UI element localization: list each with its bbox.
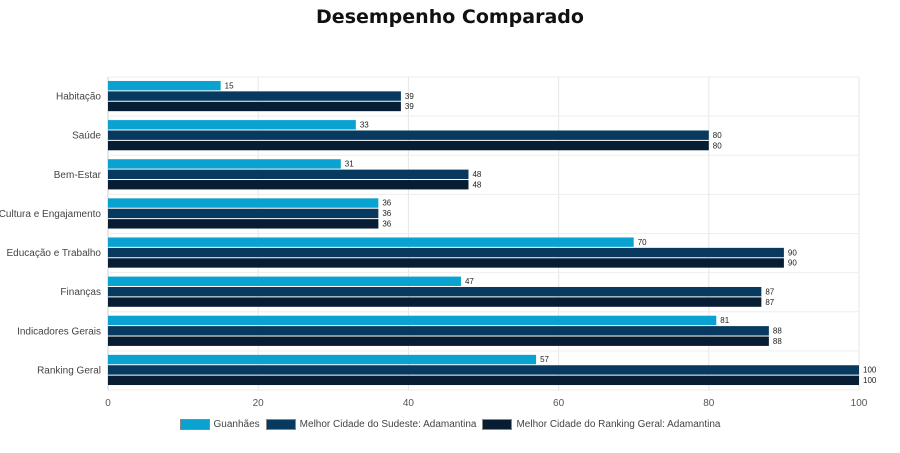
bar xyxy=(108,208,379,219)
x-tick-label-100: 100 xyxy=(851,398,868,409)
bar xyxy=(108,276,461,286)
bar-value-label: 39 xyxy=(405,92,414,101)
category-label: Finanças xyxy=(60,287,101,298)
bar-value-label: 48 xyxy=(472,170,481,179)
bar-value-label: 81 xyxy=(720,316,729,325)
category-label: Habitação xyxy=(56,92,101,103)
bar xyxy=(108,326,769,336)
x-tick-label-0: 0 xyxy=(105,398,111,409)
x-tick-label-40: 40 xyxy=(403,398,415,409)
bar xyxy=(108,297,762,307)
bar-value-label: 90 xyxy=(788,248,797,257)
bar xyxy=(108,258,784,268)
bar-value-label: 31 xyxy=(345,160,354,169)
bar-value-label: 88 xyxy=(773,337,782,346)
legend-swatch-melhor-ranking xyxy=(482,419,513,430)
bar xyxy=(108,140,709,151)
x-tick-label-20: 20 xyxy=(253,398,265,409)
bar xyxy=(108,120,356,130)
bar xyxy=(108,159,341,169)
bar-value-label: 87 xyxy=(765,287,774,296)
category-label: Saúde xyxy=(72,131,101,142)
bar xyxy=(108,247,784,258)
bar xyxy=(108,365,859,375)
bar-value-label: 36 xyxy=(382,199,391,208)
legend-item-melhor-ranking[interactable]: Melhor Cidade do Ranking Geral: Adamanti… xyxy=(482,419,720,430)
legend-swatch-guanhaes xyxy=(179,419,210,430)
x-tick-label-60: 60 xyxy=(553,398,565,409)
legend-item-guanhaes[interactable]: Guanhães xyxy=(179,419,260,430)
chart-title: Desempenho Comparado xyxy=(316,6,584,28)
category-label: Ranking Geral xyxy=(37,365,101,376)
bar xyxy=(108,101,401,112)
bar-value-label: 39 xyxy=(405,102,414,111)
category-label: Indicadores Gerais xyxy=(17,326,101,337)
bar xyxy=(108,219,379,229)
bar xyxy=(108,198,379,208)
bar xyxy=(108,91,401,101)
category-label: Educação e Trabalho xyxy=(6,248,101,259)
bar-value-label: 15 xyxy=(225,81,234,90)
bar xyxy=(108,354,537,365)
bar-value-label: 100 xyxy=(863,376,877,385)
legend: Guanhães Melhor Cidade do Sudeste: Adama… xyxy=(0,419,900,430)
bar-value-label: 48 xyxy=(472,180,481,189)
bar-value-label: 33 xyxy=(360,120,369,129)
bar-value-label: 100 xyxy=(863,366,877,375)
bar-value-label: 88 xyxy=(773,327,782,336)
bar xyxy=(108,180,469,190)
legend-label-guanhaes: Guanhães xyxy=(213,419,260,430)
bar-value-label: 80 xyxy=(713,131,722,140)
bar xyxy=(108,130,709,140)
bar xyxy=(108,375,859,386)
bar xyxy=(108,336,769,346)
x-tick-label-80: 80 xyxy=(703,398,715,409)
bar-value-label: 47 xyxy=(465,277,474,286)
bar-value-label: 36 xyxy=(382,209,391,218)
bar-value-label: 90 xyxy=(788,259,797,268)
bar xyxy=(108,315,717,326)
legend-item-melhor-sudeste[interactable]: Melhor Cidade do Sudeste: Adamantina xyxy=(265,419,477,430)
legend-label-melhor-sudeste: Melhor Cidade do Sudeste: Adamantina xyxy=(299,419,477,430)
category-label: Cultura e Engajamento xyxy=(0,209,101,220)
bar xyxy=(108,286,762,297)
bar xyxy=(108,80,221,91)
bar-value-label: 87 xyxy=(765,298,774,307)
bar-value-label: 36 xyxy=(382,220,391,229)
legend-swatch-melhor-sudeste xyxy=(265,419,296,430)
legend-label-melhor-ranking: Melhor Cidade do Ranking Geral: Adamanti… xyxy=(516,419,721,430)
bar xyxy=(108,169,469,180)
bar-value-label: 57 xyxy=(540,355,549,364)
bar-value-label: 80 xyxy=(713,141,722,150)
bar xyxy=(108,237,634,247)
category-label: Bem-Estar xyxy=(54,170,102,181)
bar-value-label: 70 xyxy=(638,238,647,247)
